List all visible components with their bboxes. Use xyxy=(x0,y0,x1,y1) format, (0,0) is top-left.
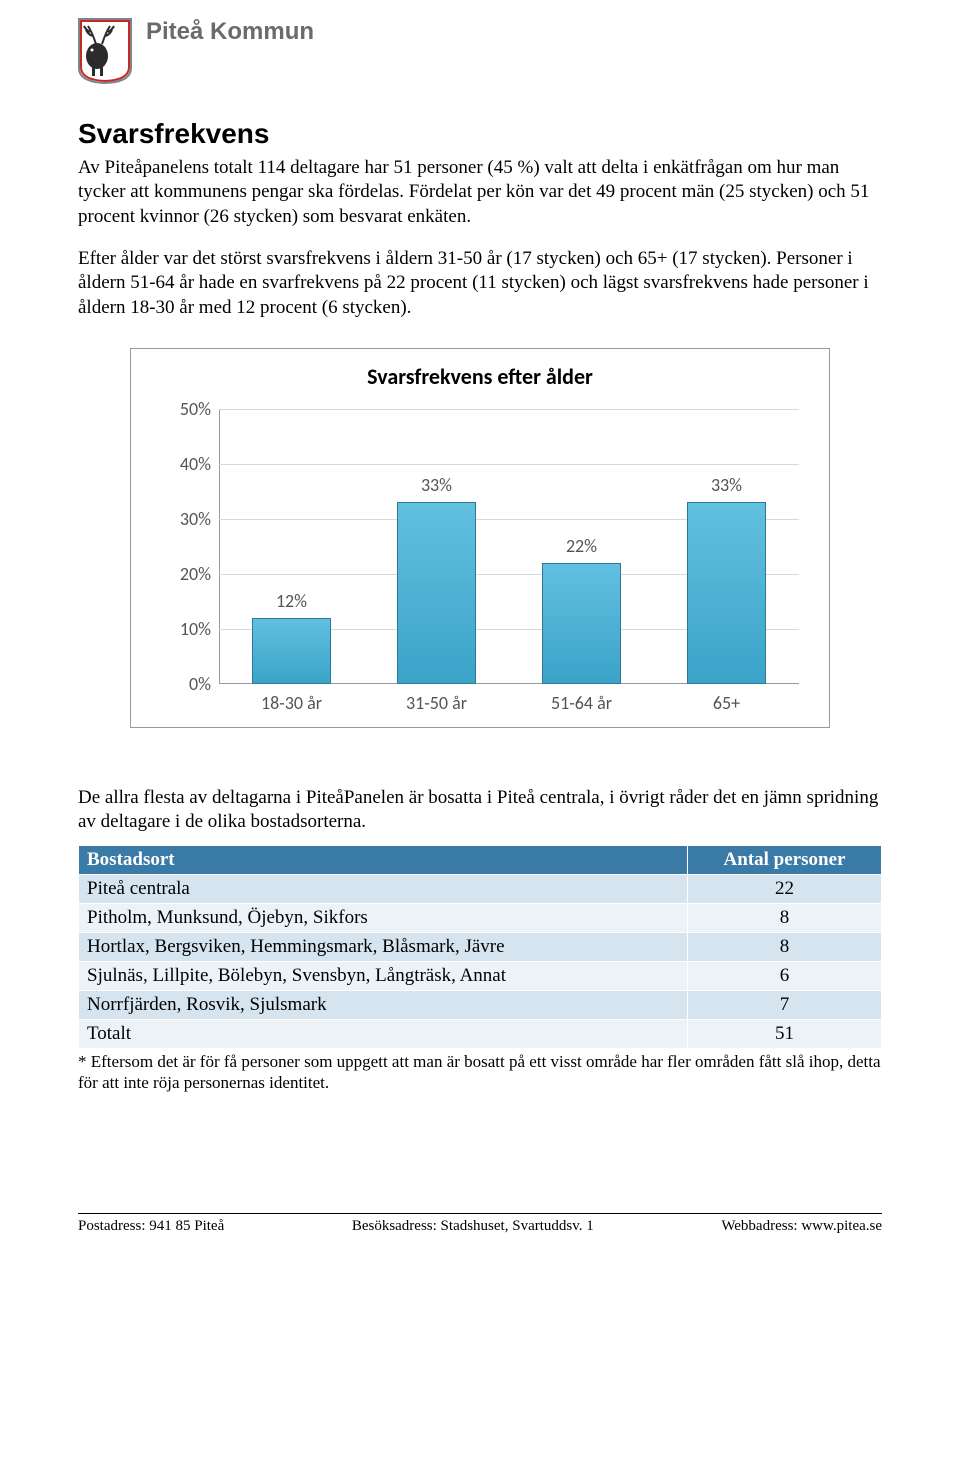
chart-ytick-label: 50% xyxy=(180,398,211,420)
chart-bar-rect xyxy=(397,502,477,684)
table-row: Norrfjärden, Rosvik, Sjulsmark7 xyxy=(79,990,882,1019)
chart-ytick-label: 20% xyxy=(180,563,211,585)
table-row: Totalt51 xyxy=(79,1019,882,1048)
table-row: Sjulnäs, Lillpite, Bölebyn, Svensbyn, Lå… xyxy=(79,961,882,990)
table-intro-paragraph: De allra flesta av deltagarna i PiteåPan… xyxy=(78,786,882,835)
intro-paragraph-2: Efter ålder var det störst svarsfrekvens… xyxy=(78,247,882,320)
chart-bar: 22% xyxy=(542,563,622,684)
table-row: Piteå centrala22 xyxy=(79,874,882,903)
chart-title: Svarsfrekvens efter ålder xyxy=(131,363,829,390)
chart-xtick-label: 31-50 år xyxy=(406,692,467,714)
intro-paragraph-1: Av Piteåpanelens totalt 114 deltagare ha… xyxy=(78,156,882,229)
chart-ytick-label: 10% xyxy=(180,618,211,640)
footer-web-address: Webbadress: www.pitea.se xyxy=(721,1218,882,1235)
chart-bar-rect xyxy=(542,563,622,684)
chart-bar: 33% xyxy=(687,502,767,684)
chart-xtick-label: 65+ xyxy=(713,692,740,714)
table-cell-location: Pitholm, Munksund, Öjebyn, Sikfors xyxy=(79,903,688,932)
page-title: Svarsfrekvens xyxy=(78,118,882,150)
chart-ytick-label: 30% xyxy=(180,508,211,530)
document-page: Piteå Kommun Svarsfrekvens Av Piteåpanel… xyxy=(0,0,960,1263)
table-cell-count: 51 xyxy=(687,1019,881,1048)
table-cell-count: 8 xyxy=(687,903,881,932)
chart-bar: 12% xyxy=(252,618,332,684)
page-header: Piteå Kommun xyxy=(78,18,882,84)
chart-xtick-label: 18-30 år xyxy=(261,692,322,714)
org-name: Piteå Kommun xyxy=(146,18,314,46)
table-cell-location: Sjulnäs, Lillpite, Bölebyn, Svensbyn, Lå… xyxy=(79,961,688,990)
table-header-location: Bostadsort xyxy=(79,845,688,874)
table-cell-location: Piteå centrala xyxy=(79,874,688,903)
chart-bar-value-label: 22% xyxy=(566,535,597,557)
table-cell-count: 7 xyxy=(687,990,881,1019)
table-cell-location: Hortlax, Bergsviken, Hemmingsmark, Blåsm… xyxy=(79,932,688,961)
chart-y-axis xyxy=(219,409,220,684)
footer-postal-address: Postadress: 941 85 Piteå xyxy=(78,1218,224,1235)
table-header-count: Antal personer xyxy=(687,845,881,874)
chart-bar-rect xyxy=(687,502,767,684)
table-cell-location: Totalt xyxy=(79,1019,688,1048)
chart-plot-area: 0%10%20%30%40%50%12%18-30 år33%31-50 år2… xyxy=(219,409,799,684)
chart-bar-rect xyxy=(252,618,332,684)
table-cell-count: 22 xyxy=(687,874,881,903)
table-row: Hortlax, Bergsviken, Hemmingsmark, Blåsm… xyxy=(79,932,882,961)
table-cell-count: 6 xyxy=(687,961,881,990)
table-row: Pitholm, Munksund, Öjebyn, Sikfors8 xyxy=(79,903,882,932)
chart-gridline xyxy=(219,464,799,465)
table-cell-count: 8 xyxy=(687,932,881,961)
chart-gridline xyxy=(219,409,799,410)
chart-bar-value-label: 33% xyxy=(421,474,452,496)
table-footnote: * Eftersom det är för få personer som up… xyxy=(78,1051,882,1094)
chart-bar-value-label: 33% xyxy=(711,474,742,496)
chart-bar: 33% xyxy=(397,502,477,684)
residence-table: Bostadsort Antal personer Piteå centrala… xyxy=(78,845,882,1049)
footer-visit-address: Besöksadress: Stadshuset, Svartuddsv. 1 xyxy=(352,1218,594,1235)
pitea-logo-icon xyxy=(78,18,132,84)
chart-ytick-label: 0% xyxy=(189,673,211,695)
table-cell-location: Norrfjärden, Rosvik, Sjulsmark xyxy=(79,990,688,1019)
age-response-chart: Svarsfrekvens efter ålder 0%10%20%30%40%… xyxy=(130,348,830,728)
chart-xtick-label: 51-64 år xyxy=(551,692,612,714)
chart-bar-value-label: 12% xyxy=(276,590,307,612)
page-footer: Postadress: 941 85 Piteå Besöksadress: S… xyxy=(78,1213,882,1235)
chart-ytick-label: 40% xyxy=(180,453,211,475)
table-header-row: Bostadsort Antal personer xyxy=(79,845,882,874)
